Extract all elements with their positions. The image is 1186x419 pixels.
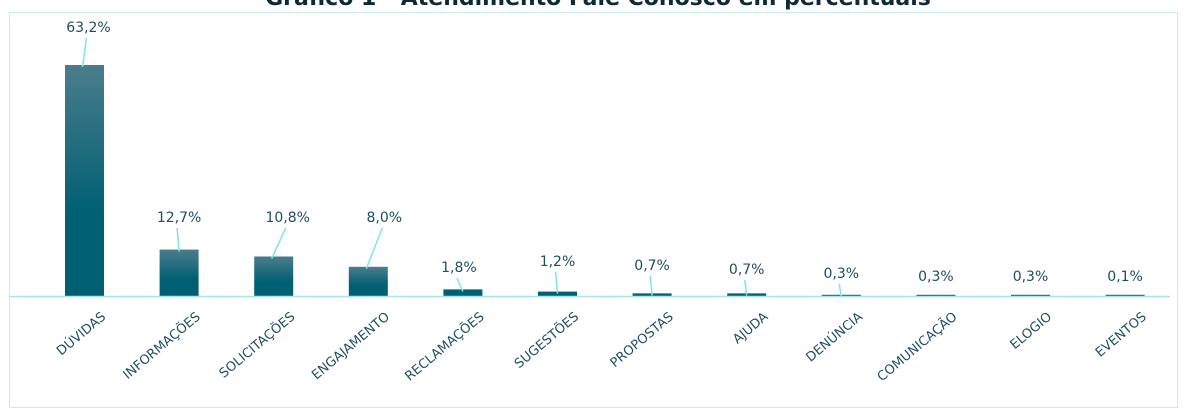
category-tick-label: SOLICITAÇÕES: [216, 309, 298, 382]
category-tick-label: SUGESTÕES: [511, 309, 582, 372]
bar-reclamações: [443, 289, 483, 296]
category-tick-label: COMUNICAÇÃO: [874, 309, 960, 385]
leader-line: [81, 37, 88, 68]
bar-eventos: [1105, 294, 1145, 296]
leader-line: [649, 275, 653, 296]
data-label: 0,3%: [824, 266, 860, 282]
plot-border: [9, 12, 1178, 408]
data-label: 0,3%: [1013, 269, 1049, 285]
leader-line: [271, 227, 287, 259]
data-label: 10,8%: [265, 210, 309, 226]
bar-informações: [159, 249, 199, 296]
category-tick-label: DENÚNCIA: [803, 309, 866, 366]
category-tick-label: ENGAJAMENTO: [309, 310, 393, 384]
chart-title: Gráfico 1 - Atendimento Fale Conosco em …: [265, 0, 931, 11]
leader-line: [176, 227, 180, 252]
data-label: 8,0%: [367, 210, 403, 226]
category-tick-label: ELOGIO: [1008, 310, 1055, 353]
leader-line: [365, 227, 383, 270]
bar-solicitações: [254, 256, 294, 296]
data-label: 0,7%: [729, 262, 765, 278]
category-tick-label: AJUDA: [730, 310, 771, 348]
category-tick-label: INFORMAÇÕES: [120, 309, 204, 383]
category-tick-label: DÚVIDAS: [53, 309, 109, 359]
category-tick-label: RECLAMAÇÕES: [402, 309, 488, 385]
bar-elogio: [1011, 294, 1050, 296]
data-label: 0,7%: [634, 258, 670, 274]
bar-sugestões: [538, 291, 577, 296]
data-label: 12,7%: [157, 210, 201, 226]
leader-line: [743, 279, 748, 296]
data-label: 63,2%: [66, 20, 110, 36]
bar-comunicação: [916, 294, 956, 296]
bar-engajamento: [348, 266, 388, 296]
leader-line: [456, 277, 464, 292]
data-label: 1,8%: [441, 260, 477, 276]
data-label: 0,1%: [1107, 269, 1143, 285]
data-label: 1,2%: [540, 254, 576, 270]
category-tick-label: EVENTOS: [1093, 310, 1150, 361]
category-tick-label: PROPOSTAS: [608, 310, 677, 371]
leader-line: [554, 271, 559, 294]
data-label: 0,3%: [918, 269, 954, 285]
bar-dúvidas: [65, 65, 104, 296]
leader-line: [838, 283, 843, 297]
